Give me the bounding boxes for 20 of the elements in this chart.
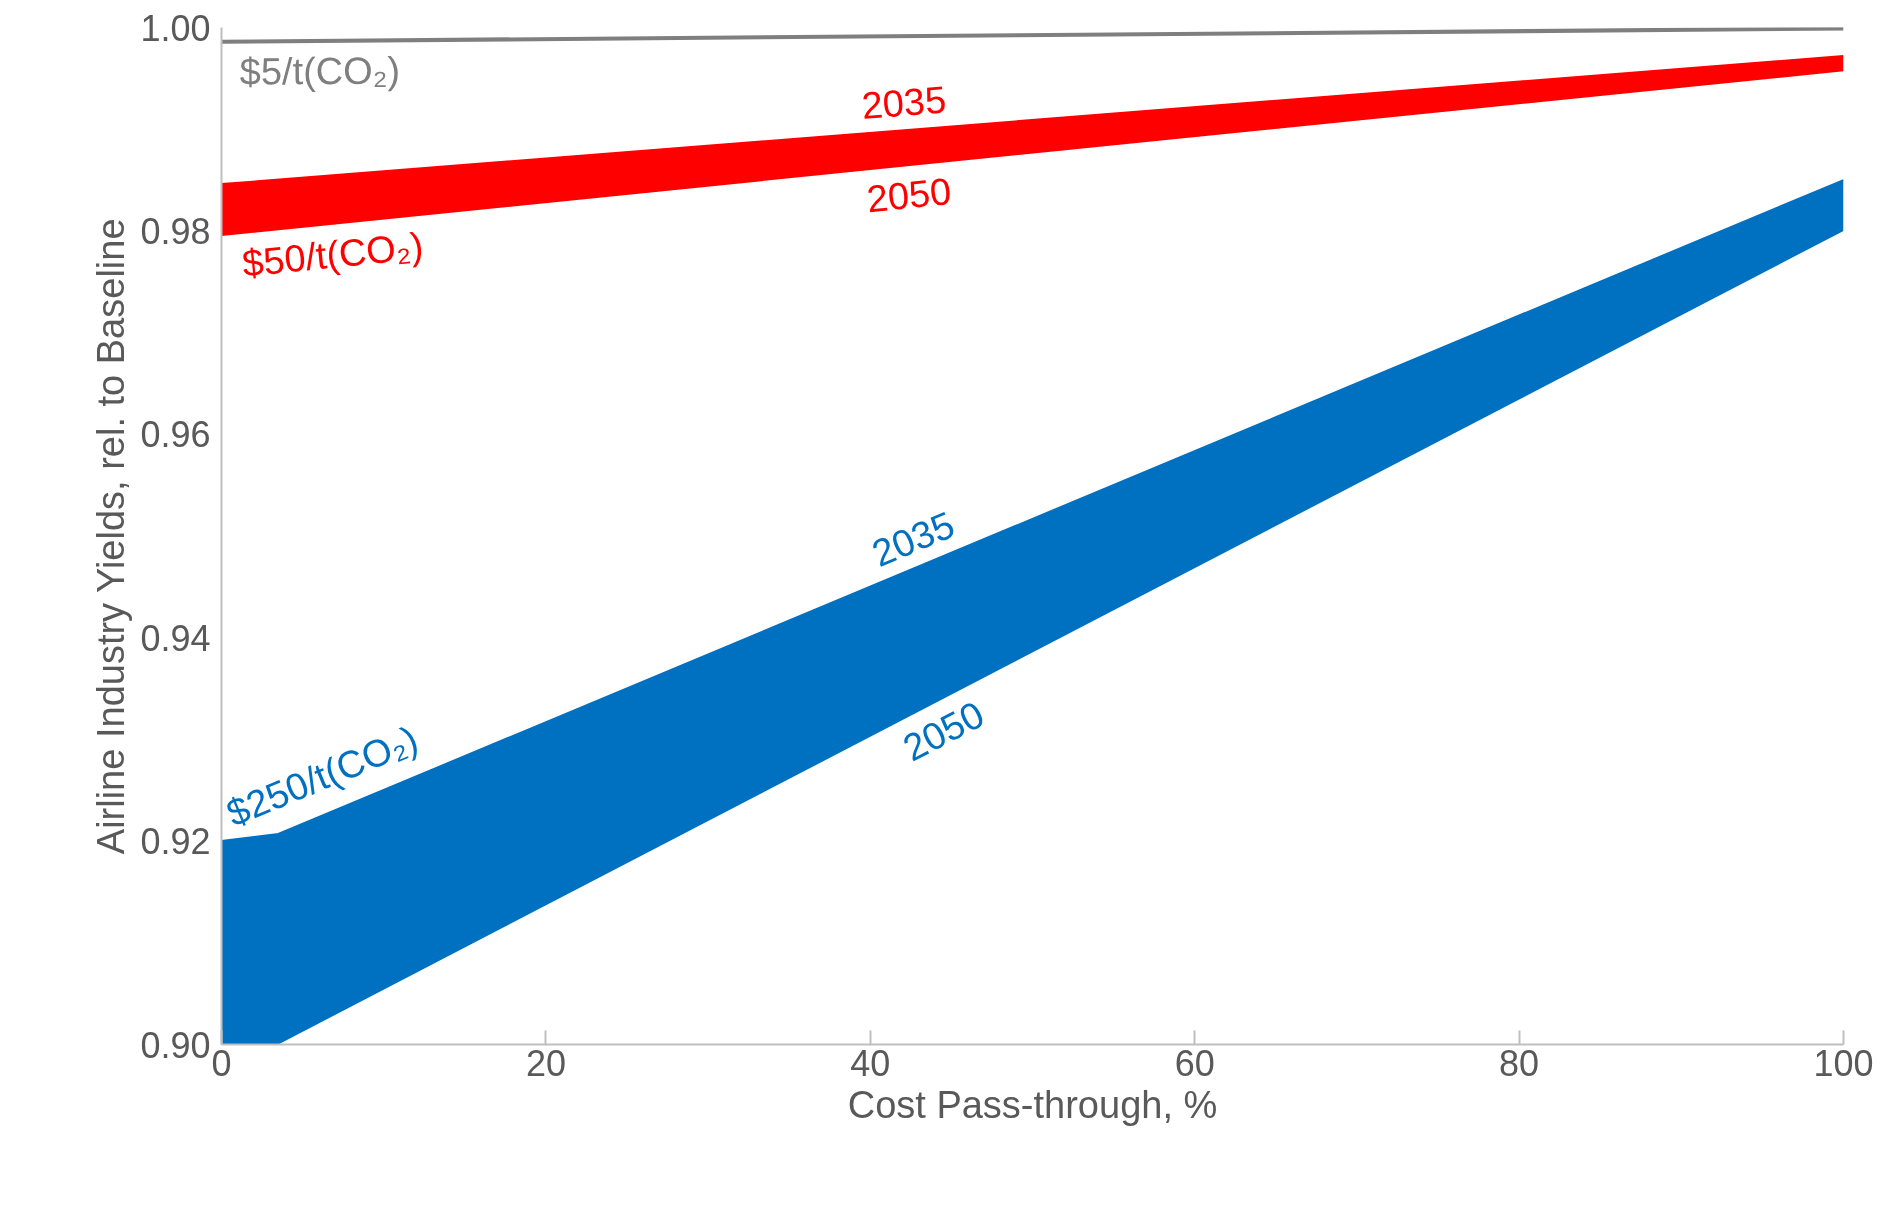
y-tick-label: 0.98 <box>140 210 211 252</box>
y-tick-label: 0.90 <box>140 1024 211 1066</box>
x-tick-label: 80 <box>1499 1042 1540 1084</box>
annotation: 2035 <box>860 78 948 128</box>
series-label: $5/t(CO₂) <box>239 49 401 93</box>
text: $50/t(CO₂) <box>240 224 426 285</box>
x-tick-label: 40 <box>850 1042 891 1084</box>
y-tick-label: 0.96 <box>140 414 211 456</box>
annotation: 2050 <box>896 692 991 770</box>
y-tick-label: 0.94 <box>140 617 211 659</box>
x-axis-title: Cost Pass-through, % <box>847 1083 1218 1126</box>
x-tick-label: 100 <box>1813 1042 1874 1084</box>
x-tick-label: 20 <box>525 1042 566 1084</box>
annotation: 2050 <box>864 170 954 221</box>
y-axis-title: Airline Industry Yields, rel. to Baseline <box>90 218 133 855</box>
annotation: 2035 <box>866 503 961 575</box>
y-tick-label: 1.00 <box>140 7 211 49</box>
x-tick-label: 60 <box>1174 1042 1215 1084</box>
x-tick-label: 0 <box>211 1042 232 1084</box>
y-tick-label: 0.92 <box>140 821 211 863</box>
